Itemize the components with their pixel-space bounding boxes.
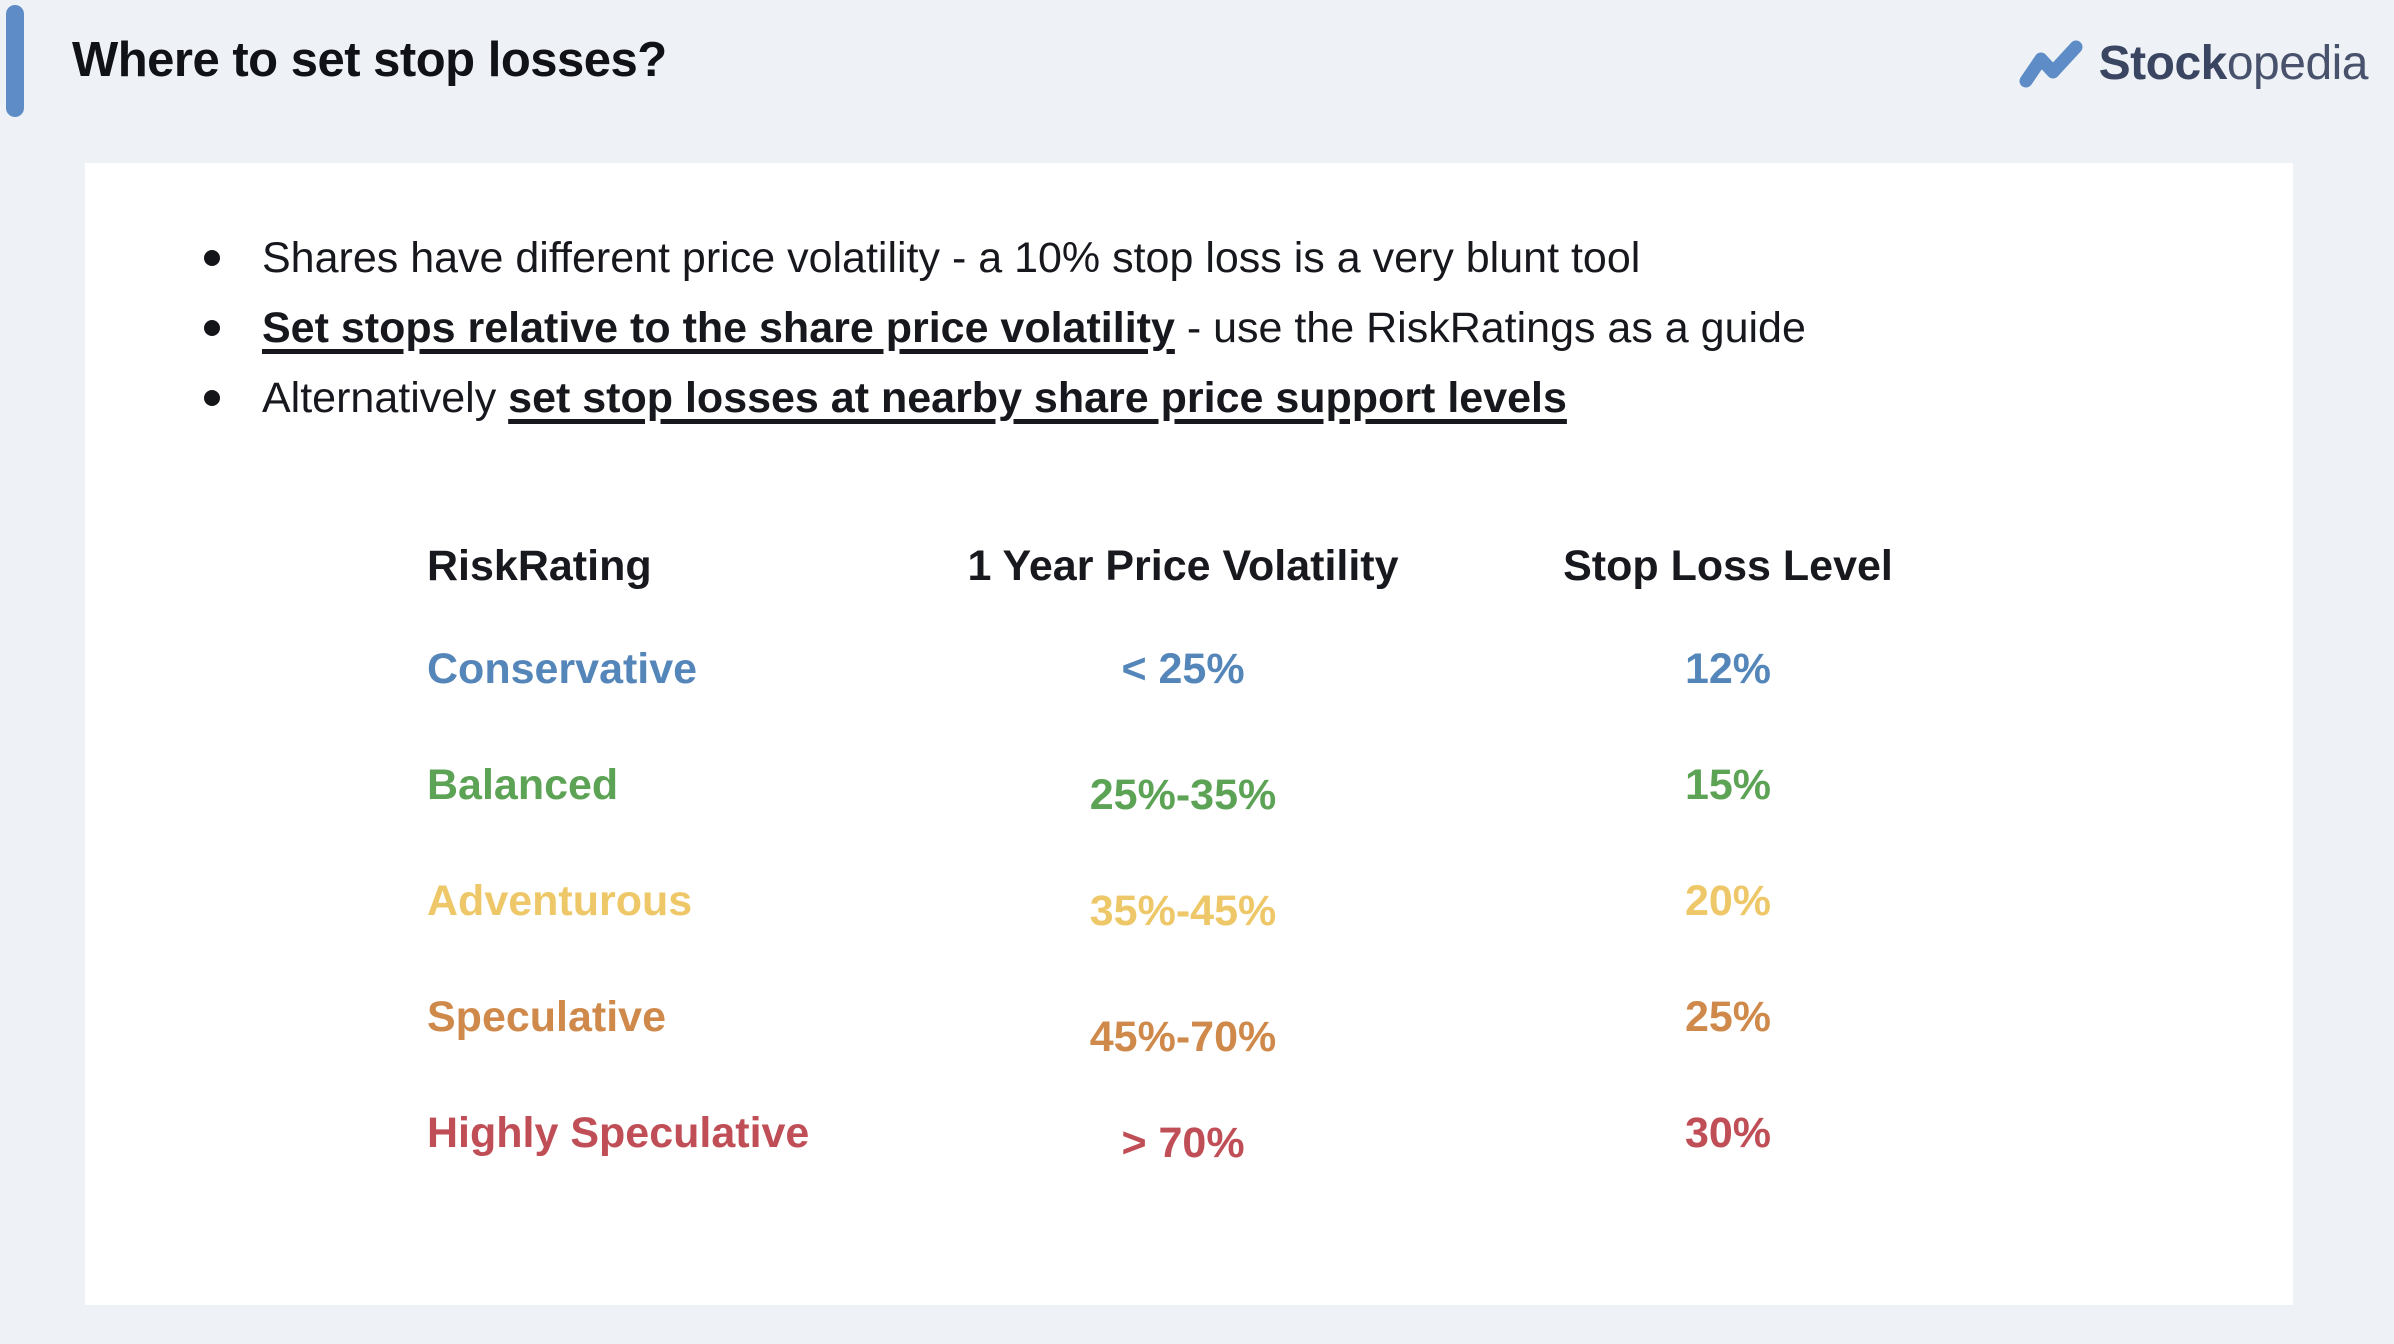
risk-rating-label: Adventurous: [427, 876, 693, 925]
stop-loss-value: 15%: [1684, 760, 1772, 809]
stop-loss-value: 25%: [1684, 992, 1772, 1041]
risk-rating-label: Conservative: [427, 644, 698, 693]
bullet-text: Shares have different price volatility -…: [262, 234, 1641, 282]
bullet-text-emphasis: Set stops relative to the share price vo…: [262, 304, 1175, 352]
column-header-riskrating: RiskRating: [427, 541, 652, 590]
content-card: Shares have different price volatility -…: [85, 163, 2293, 1305]
logo-text-stock: Stock: [2098, 37, 2228, 90]
risk-rating-label: Balanced: [427, 760, 619, 809]
trend-zigzag-icon: [2019, 40, 2083, 88]
volatility-value: 35%-45%: [1089, 886, 1277, 935]
volatility-value: < 25%: [1121, 644, 1245, 693]
logo-wordmark: Stockopedia: [2098, 37, 2369, 90]
risk-rating-label: Speculative: [427, 992, 666, 1041]
bullet-text: - use the RiskRatings as a guide: [1174, 304, 1806, 352]
risk-table: RiskRating 1 Year Price Volatility Stop …: [427, 521, 2293, 1191]
bullet-item-set-stops: Set stops relative to the share price vo…: [200, 293, 2293, 363]
risk-rating-label: Highly Speculative: [427, 1108, 810, 1157]
bullet-list: Shares have different price volatility -…: [200, 223, 2293, 433]
stop-loss-value: 20%: [1684, 876, 1772, 925]
volatility-value: 45%-70%: [1089, 1012, 1277, 1061]
column-header-volatility: 1 Year Price Volatility: [967, 541, 1399, 590]
page-title: Where to set stop losses?: [72, 33, 667, 87]
bullet-text-emphasis: set stop losses at nearby share price su…: [508, 374, 1567, 422]
accent-bar: [6, 5, 24, 117]
volatility-value: 25%-35%: [1089, 770, 1277, 819]
stop-loss-value: 30%: [1684, 1108, 1772, 1157]
stockopedia-logo: Stockopedia: [2019, 37, 2369, 90]
bullet-item-volatility: Shares have different price volatility -…: [200, 223, 2293, 293]
volatility-value: > 70%: [1121, 1118, 1245, 1167]
stop-loss-value: 12%: [1684, 644, 1772, 693]
logo-text-opedia: opedia: [2226, 37, 2369, 90]
bullet-item-support-levels: Alternatively set stop losses at nearby …: [200, 363, 2293, 433]
column-header-stop-loss: Stop Loss Level: [1563, 541, 1893, 590]
bullet-text: Alternatively: [262, 374, 509, 422]
